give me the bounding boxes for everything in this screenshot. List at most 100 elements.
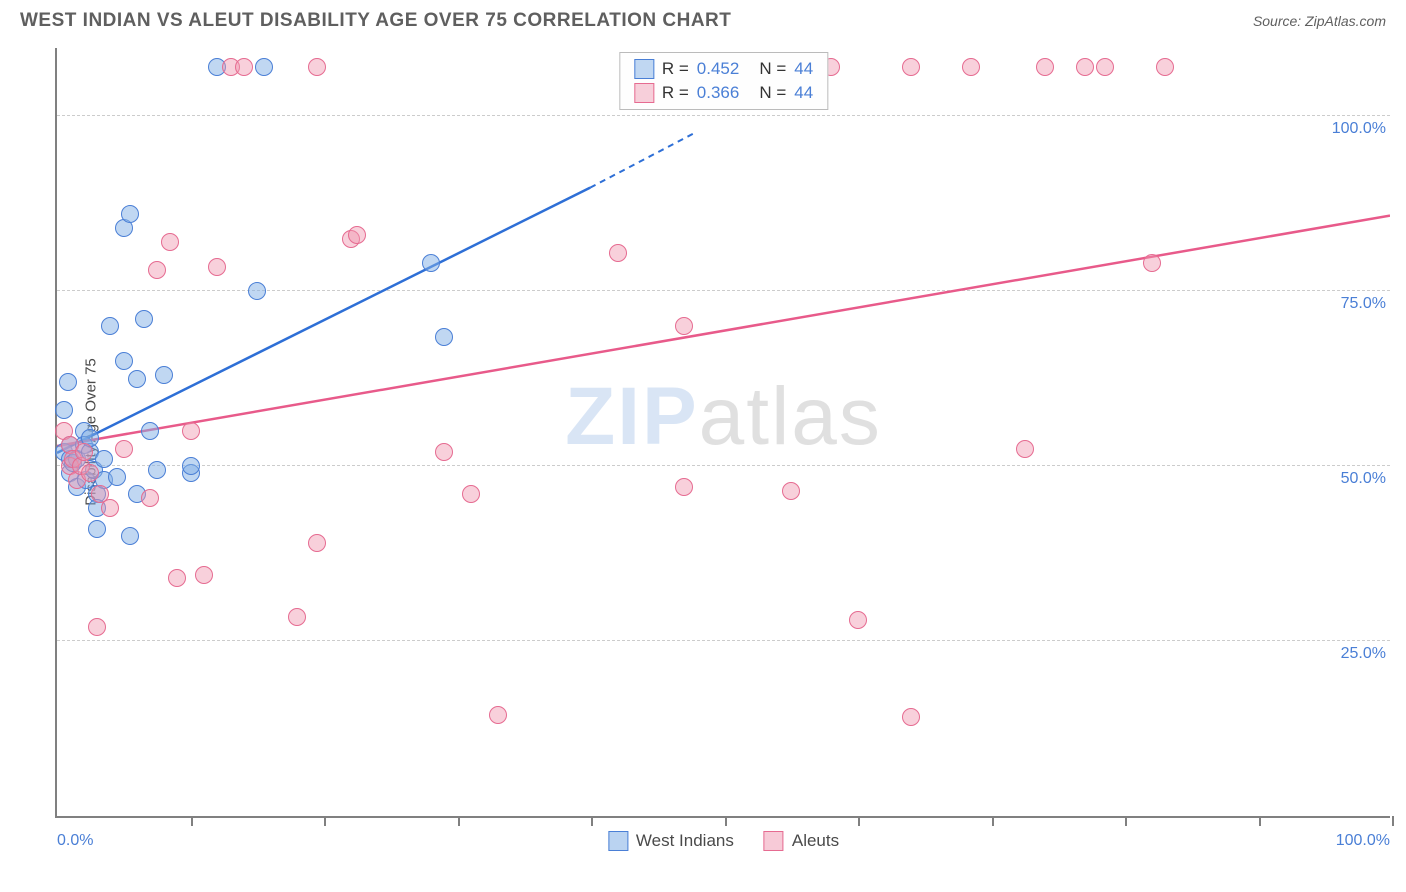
x-axis-max-label: 100.0% <box>1336 832 1390 850</box>
y-tick-label: 75.0% <box>1341 295 1392 313</box>
watermark: ZIPatlas <box>565 370 882 464</box>
watermark-atlas: atlas <box>699 371 882 462</box>
scatter-point <box>255 58 273 76</box>
watermark-zip: ZIP <box>565 371 699 462</box>
scatter-point <box>422 254 440 272</box>
scatter-point <box>141 422 159 440</box>
legend-series: West Indians Aleuts <box>608 831 839 851</box>
x-tick <box>725 816 727 826</box>
gridline <box>57 115 1390 116</box>
legend-stat-row-0: R = 0.452 N = 44 <box>634 57 813 81</box>
scatter-point <box>675 317 693 335</box>
legend-stats: R = 0.452 N = 44 R = 0.366 N = 44 <box>619 52 828 110</box>
legend-n-value-0: 44 <box>794 59 813 79</box>
scatter-point <box>1156 58 1174 76</box>
legend-item-aleuts: Aleuts <box>764 831 839 851</box>
scatter-point <box>489 706 507 724</box>
scatter-point <box>75 443 93 461</box>
x-tick <box>1259 816 1261 826</box>
x-tick <box>458 816 460 826</box>
scatter-point <box>609 244 627 262</box>
scatter-point <box>108 468 126 486</box>
scatter-point <box>435 443 453 461</box>
x-tick <box>1125 816 1127 826</box>
y-tick-label: 100.0% <box>1332 120 1392 138</box>
chart-source: Source: ZipAtlas.com <box>1253 13 1386 29</box>
legend-r-value-0: 0.452 <box>697 59 740 79</box>
legend-label: Aleuts <box>792 831 839 851</box>
scatter-point <box>1076 58 1094 76</box>
scatter-point <box>288 608 306 626</box>
scatter-point <box>849 611 867 629</box>
chart-header: WEST INDIAN VS ALEUT DISABILITY AGE OVER… <box>0 0 1406 38</box>
scatter-point <box>101 317 119 335</box>
scatter-point <box>782 482 800 500</box>
scatter-point <box>1143 254 1161 272</box>
scatter-point <box>88 520 106 538</box>
scatter-point <box>55 401 73 419</box>
scatter-point <box>462 485 480 503</box>
gridline <box>57 465 1390 466</box>
y-tick-label: 25.0% <box>1341 645 1392 663</box>
legend-n-value-1: 44 <box>794 83 813 103</box>
x-tick <box>191 816 193 826</box>
scatter-point <box>435 328 453 346</box>
scatter-point <box>208 258 226 276</box>
scatter-point <box>902 58 920 76</box>
x-tick <box>1392 816 1394 826</box>
legend-swatch-west-indians <box>634 59 654 79</box>
x-tick <box>992 816 994 826</box>
scatter-point <box>81 464 99 482</box>
scatter-point <box>115 440 133 458</box>
scatter-point <box>902 708 920 726</box>
legend-r-label: R = <box>662 83 689 103</box>
x-tick <box>858 816 860 826</box>
gridline <box>57 640 1390 641</box>
scatter-point <box>59 373 77 391</box>
scatter-point <box>962 58 980 76</box>
trend-lines <box>57 48 1390 816</box>
y-tick-label: 50.0% <box>1341 470 1392 488</box>
x-tick <box>324 816 326 826</box>
scatter-point <box>135 310 153 328</box>
scatter-point <box>1016 440 1034 458</box>
scatter-point <box>155 366 173 384</box>
scatter-point <box>148 261 166 279</box>
chart-area: Disability Age Over 75 25.0%50.0%75.0%10… <box>55 48 1390 818</box>
scatter-point <box>161 233 179 251</box>
scatter-point <box>182 422 200 440</box>
scatter-point <box>235 58 253 76</box>
scatter-point <box>348 226 366 244</box>
scatter-point <box>675 478 693 496</box>
scatter-point <box>148 461 166 479</box>
scatter-point <box>128 370 146 388</box>
legend-r-value-1: 0.366 <box>697 83 740 103</box>
legend-r-label: R = <box>662 59 689 79</box>
legend-n-label: N = <box>759 59 786 79</box>
legend-swatch-icon <box>608 831 628 851</box>
legend-stat-row-1: R = 0.366 N = 44 <box>634 81 813 105</box>
scatter-point <box>88 618 106 636</box>
scatter-point <box>1096 58 1114 76</box>
scatter-point <box>195 566 213 584</box>
scatter-point <box>121 527 139 545</box>
legend-swatch-icon <box>764 831 784 851</box>
scatter-point <box>1036 58 1054 76</box>
scatter-point <box>308 534 326 552</box>
legend-label: West Indians <box>636 831 734 851</box>
legend-swatch-aleuts <box>634 83 654 103</box>
scatter-point <box>141 489 159 507</box>
legend-n-label: N = <box>759 83 786 103</box>
scatter-point <box>121 205 139 223</box>
scatter-point <box>168 569 186 587</box>
x-axis-min-label: 0.0% <box>57 832 93 850</box>
scatter-point <box>182 457 200 475</box>
legend-item-west-indians: West Indians <box>608 831 734 851</box>
scatter-point <box>115 352 133 370</box>
chart-title: WEST INDIAN VS ALEUT DISABILITY AGE OVER… <box>20 10 731 32</box>
scatter-point <box>308 58 326 76</box>
scatter-point <box>101 499 119 517</box>
scatter-point <box>95 450 113 468</box>
x-tick <box>591 816 593 826</box>
scatter-point <box>248 282 266 300</box>
